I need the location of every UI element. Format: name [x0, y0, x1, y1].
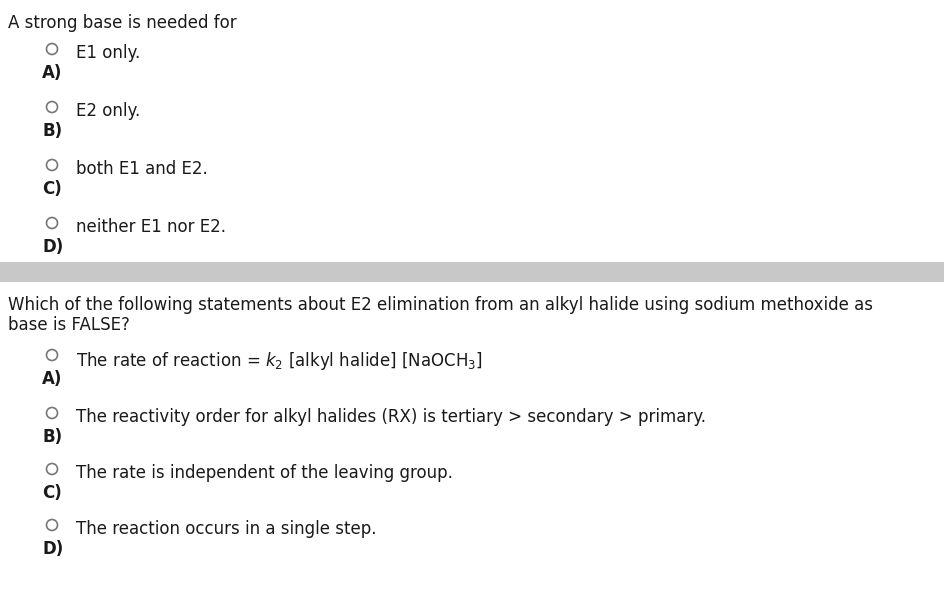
Text: D): D) [42, 238, 63, 256]
Text: A): A) [42, 370, 62, 388]
Text: B): B) [42, 428, 62, 446]
Text: Which of the following statements about E2 elimination from an alkyl halide usin: Which of the following statements about … [8, 296, 873, 314]
Text: C): C) [42, 180, 61, 198]
Text: A): A) [42, 64, 62, 82]
Text: C): C) [42, 484, 61, 502]
Text: E1 only.: E1 only. [76, 44, 141, 62]
Text: The rate of reaction = $k_2$ [alkyl halide] [NaOCH$_3$]: The rate of reaction = $k_2$ [alkyl hali… [76, 350, 482, 372]
Text: D): D) [42, 540, 63, 558]
Text: The rate is independent of the leaving group.: The rate is independent of the leaving g… [76, 464, 453, 482]
Bar [0, 262, 944, 282]
Text: base is FALSE?: base is FALSE? [8, 316, 130, 334]
Text: neither E1 nor E2.: neither E1 nor E2. [76, 218, 226, 236]
Text: A strong base is needed for: A strong base is needed for [8, 14, 237, 32]
Text: The reaction occurs in a single step.: The reaction occurs in a single step. [76, 520, 377, 538]
Text: The reactivity order for alkyl halides (RX) is tertiary > secondary > primary.: The reactivity order for alkyl halides (… [76, 408, 706, 426]
Text: both E1 and E2.: both E1 and E2. [76, 160, 208, 178]
Text: E2 only.: E2 only. [76, 102, 141, 120]
Text: B): B) [42, 122, 62, 140]
